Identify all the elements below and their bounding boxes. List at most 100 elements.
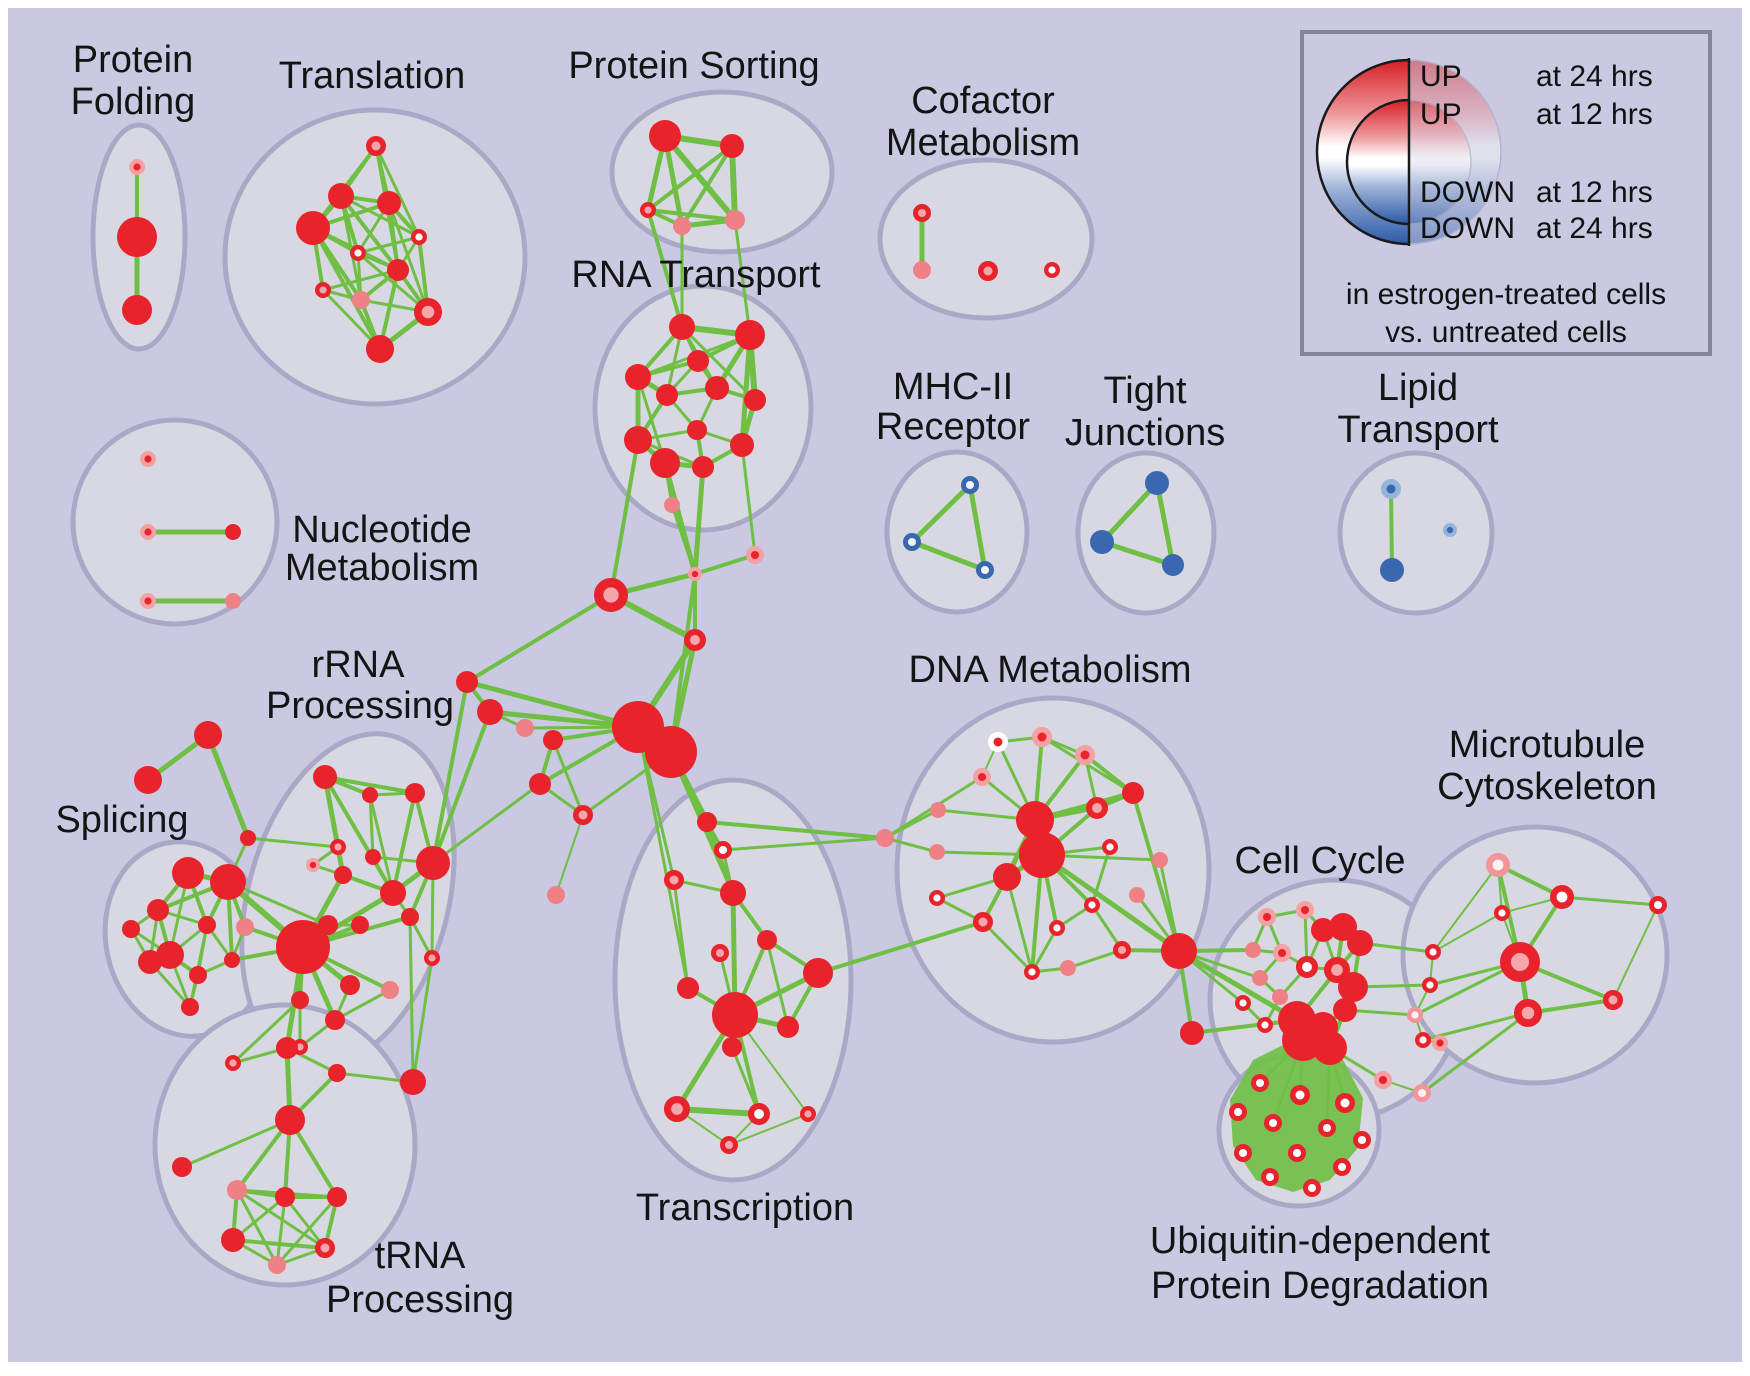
node-rt1 (669, 314, 695, 340)
edge-ps3-ps5 (646, 208, 737, 222)
cluster-ellipse-protein-sorting (609, 89, 835, 255)
node-lt3 (1380, 558, 1404, 582)
node-ps5 (725, 210, 745, 230)
node-dm19 (1112, 940, 1131, 959)
edge-tc7-dm15 (816, 920, 985, 975)
node-hl3 (573, 805, 593, 825)
node-mh3 (975, 560, 994, 579)
node-hl4 (547, 886, 565, 904)
node-dm9 (1152, 852, 1168, 868)
node-cf1 (912, 204, 931, 223)
edge-tc12-tc13 (674, 1106, 762, 1117)
cluster-ellipse-nucleotide-metabolism (70, 417, 280, 627)
node-dm22 (1161, 933, 1197, 969)
node-sp1 (172, 857, 204, 889)
edge-br2-hub2 (669, 572, 697, 754)
node-nm5 (225, 593, 241, 609)
edge-tt9-tt10 (231, 1238, 327, 1250)
node-ub12 (1302, 1178, 1321, 1197)
node-tc3 (664, 870, 684, 890)
node-mc8 (1513, 998, 1542, 1027)
node-ub8 (1233, 1143, 1252, 1162)
node-rt2 (735, 320, 765, 350)
node-cf2 (913, 261, 931, 279)
node-rr11 (351, 916, 369, 934)
cluster-label-ubiquitin-degradation-line1: Ubiquitin-dependent (1150, 1220, 1491, 1262)
node-rt11 (650, 448, 680, 478)
node-lt1 (1381, 479, 1401, 499)
node-sp7 (189, 966, 207, 984)
node-rt3 (687, 350, 709, 372)
node-dm4 (972, 767, 991, 786)
edge-xx1-rr13 (411, 956, 434, 1084)
edge-dm17-dm21 (1030, 926, 1059, 974)
node-layer (117, 120, 1667, 1274)
node-cc5 (1296, 956, 1319, 979)
cluster-label-nucleotide-metabolism-line1: Nucleotide (292, 509, 472, 551)
cluster-label-cofactor-metabolism-line1: Cofactor (911, 80, 1055, 122)
node-ml2 (477, 699, 503, 725)
node-t6 (350, 244, 367, 261)
cluster-label-ubiquitin-degradation-line2: Protein Degradation (1151, 1265, 1489, 1307)
edge-tt4-tt8 (288, 1118, 339, 1199)
edge-tc5-tc10 (765, 938, 790, 1029)
edge-ps1-ps5 (662, 133, 738, 223)
cluster-label-lipid-transport-line1: Lipid (1378, 367, 1458, 409)
edge-rt1-rt7 (680, 325, 757, 402)
node-dm14 (929, 890, 946, 907)
node-tc11 (722, 1037, 742, 1057)
node-tt8 (327, 1187, 347, 1207)
legend-direction-2: UP (1420, 98, 1462, 131)
node-rr17 (291, 991, 309, 1009)
node-tc1 (697, 812, 717, 832)
node-rr1 (313, 765, 337, 789)
node-dm15 (973, 912, 993, 932)
cluster-label-protein-folding-line1: Protein (73, 39, 193, 81)
edge-rt2-rt10 (739, 332, 753, 448)
node-sp2 (210, 864, 246, 900)
node-nm1 (139, 451, 156, 468)
node-cc10 (1311, 918, 1335, 942)
node-hl2 (529, 773, 551, 795)
node-t10 (414, 298, 443, 327)
edge-mc2-mc10 (1560, 895, 1660, 907)
edge-tt7-tt10 (283, 1195, 327, 1250)
edge-ps5-rt2 (733, 218, 752, 337)
node-cc9 (1256, 1017, 1273, 1034)
cluster-ellipse-cofactor-metabolism (877, 157, 1095, 321)
node-ub5 (1263, 1113, 1282, 1132)
node-br4 (684, 629, 707, 652)
node-tc13 (748, 1103, 771, 1126)
node-lt2 (1443, 522, 1458, 537)
node-mc5 (1500, 942, 1540, 982)
legend-caption-line1: in estrogen-treated cells (1346, 278, 1666, 311)
edge-dm10-dm16 (1090, 845, 1112, 907)
node-rt7 (744, 389, 766, 411)
edge-rt9-br1 (609, 438, 640, 597)
legend-time-1: at 24 hrs (1536, 60, 1653, 93)
edge-tt2-rr17 (231, 998, 302, 1065)
node-tc5 (757, 930, 777, 950)
node-rr8 (380, 880, 406, 906)
node-dm10 (1101, 839, 1118, 856)
edge-hl3-hl4 (555, 814, 584, 896)
node-cc3 (1245, 942, 1261, 958)
edge-mh1-mh2 (909, 482, 973, 545)
node-t7 (387, 259, 409, 281)
node-dm6 (930, 802, 946, 818)
node-rt4 (625, 364, 651, 390)
edge-dm19-dm20 (1066, 948, 1124, 970)
node-dm3 (1075, 745, 1095, 765)
node-rt6 (656, 384, 678, 406)
node-br1 (593, 577, 628, 612)
cluster-label-microtubule-cytoskeleton-line2: Cytoskeleton (1437, 766, 1657, 808)
cluster-label-protein-sorting: Protein Sorting (568, 45, 819, 87)
node-tc4 (720, 880, 746, 906)
cluster-label-trna-processing-line2: Processing (326, 1279, 514, 1321)
cluster-label-transcription: Transcription (636, 1187, 854, 1229)
edge-sp2-rr10 (226, 880, 330, 927)
node-t9 (352, 291, 370, 309)
cluster-label-dna-metabolism: DNA Metabolism (909, 649, 1192, 691)
